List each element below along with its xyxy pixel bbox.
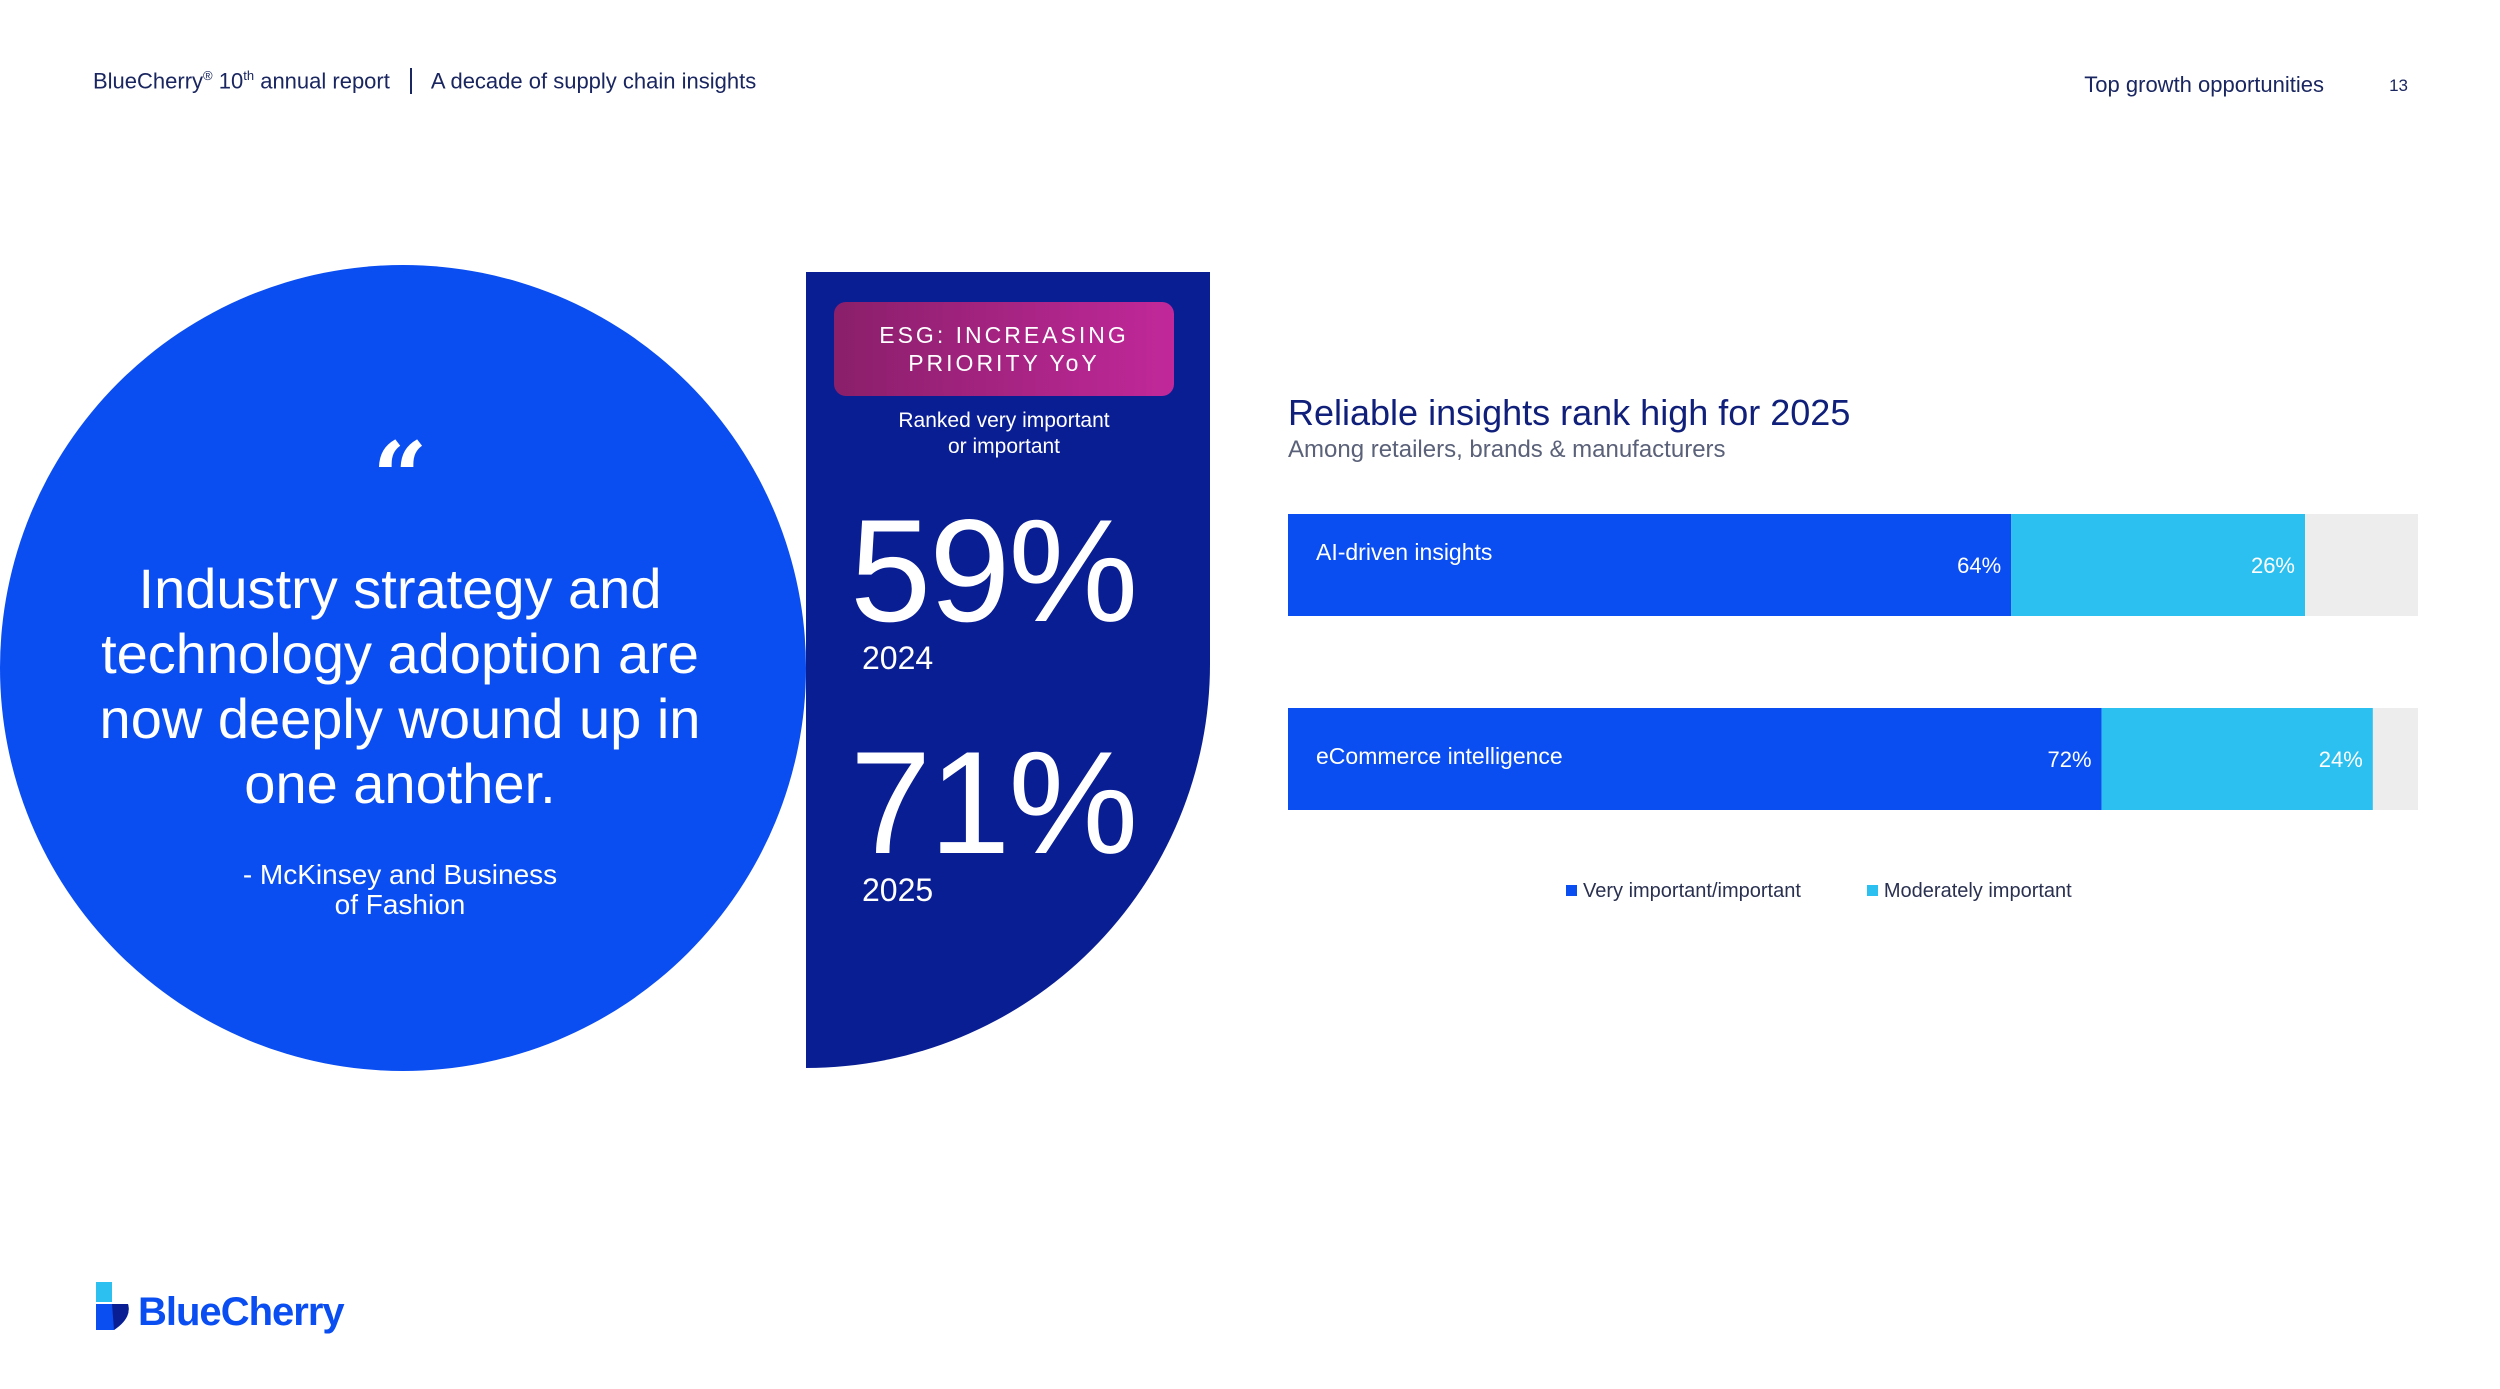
legend-label-1: Moderately important: [1883, 880, 2072, 902]
esg-subtitle-line1: Ranked very important: [898, 409, 1110, 432]
bar-0-series-0: [1288, 514, 2012, 616]
section-title: Top growth opportunities: [2084, 72, 2324, 97]
header-report-label: annual report: [254, 68, 390, 94]
bar-1-series-1: [2101, 708, 2373, 810]
esg-badge-line1: ESG: INCREASING: [879, 322, 1129, 348]
quote-text: Industry strategy and technology adoptio…: [99, 557, 701, 815]
logo-text-cherry: Cherry: [220, 1290, 345, 1334]
legend-swatch-1: [1866, 885, 1878, 896]
legend-item-0: Very important/important: [1566, 880, 1801, 902]
bluecherry-logo-text: BlueCherry: [138, 1290, 345, 1335]
data-label-0-1: 26%: [2251, 553, 2295, 578]
bluecherry-logo-icon: [96, 1282, 129, 1330]
header-brand: BlueCherry: [93, 68, 204, 94]
quote-source-line2: of Fashion: [334, 889, 466, 920]
chart-title: Reliable insights rank high for 2025: [1288, 392, 1851, 433]
data-label-1-0: 72%: [2048, 747, 2092, 772]
bar-1-series-0: [1288, 708, 2102, 810]
esg-badge: ESG: INCREASING PRIORITY YoY: [834, 302, 1174, 396]
header-tagline: A decade of supply chain insights: [430, 68, 757, 94]
quote-source: - McKinsey and Business of Fashion: [200, 860, 600, 920]
esg-stat-2025-year: 2025: [862, 872, 934, 908]
data-label-1-1: 24%: [2319, 747, 2363, 772]
quote-mark-icon: “: [372, 421, 428, 534]
category-label-0: AI-driven insights: [1316, 539, 1492, 565]
esg-subtitle-line2: or important: [947, 435, 1061, 458]
esg-subtitle: Ranked very important or important: [834, 408, 1174, 460]
esg-badge-line2: PRIORITY YoY: [908, 350, 1100, 376]
report-header: BlueCherry® 10th annual report A decade …: [93, 68, 757, 95]
category-label-1: eCommerce intelligence: [1316, 743, 1563, 769]
page-number: 13: [2389, 76, 2408, 95]
quote-source-line1: - McKinsey and Business: [242, 859, 558, 890]
legend-label-0: Very important/important: [1583, 880, 1801, 902]
chart-subtitle: Among retailers, brands & manufacturers: [1288, 436, 1726, 463]
chart-legend: Very important/important Moderately impor…: [1566, 880, 2138, 903]
bar-0-series-1: [2011, 514, 2305, 616]
esg-stat-2024-year: 2024: [862, 640, 934, 676]
data-label-0-0: 64%: [1957, 553, 2001, 578]
legend-item-1: Moderately important: [1866, 880, 2072, 902]
header-reg: ®: [203, 68, 213, 83]
legend-swatch-0: [1566, 885, 1577, 896]
header-edition-num: 10: [218, 68, 244, 94]
header-divider: [409, 68, 412, 95]
esg-stat-2024-value: 59%: [850, 489, 1138, 652]
quote-circle: [0, 265, 806, 1071]
esg-stat-2025-value: 71%: [850, 721, 1138, 884]
logo-text-blue: Blue: [138, 1290, 222, 1334]
header-edition-suffix: th: [243, 68, 255, 83]
